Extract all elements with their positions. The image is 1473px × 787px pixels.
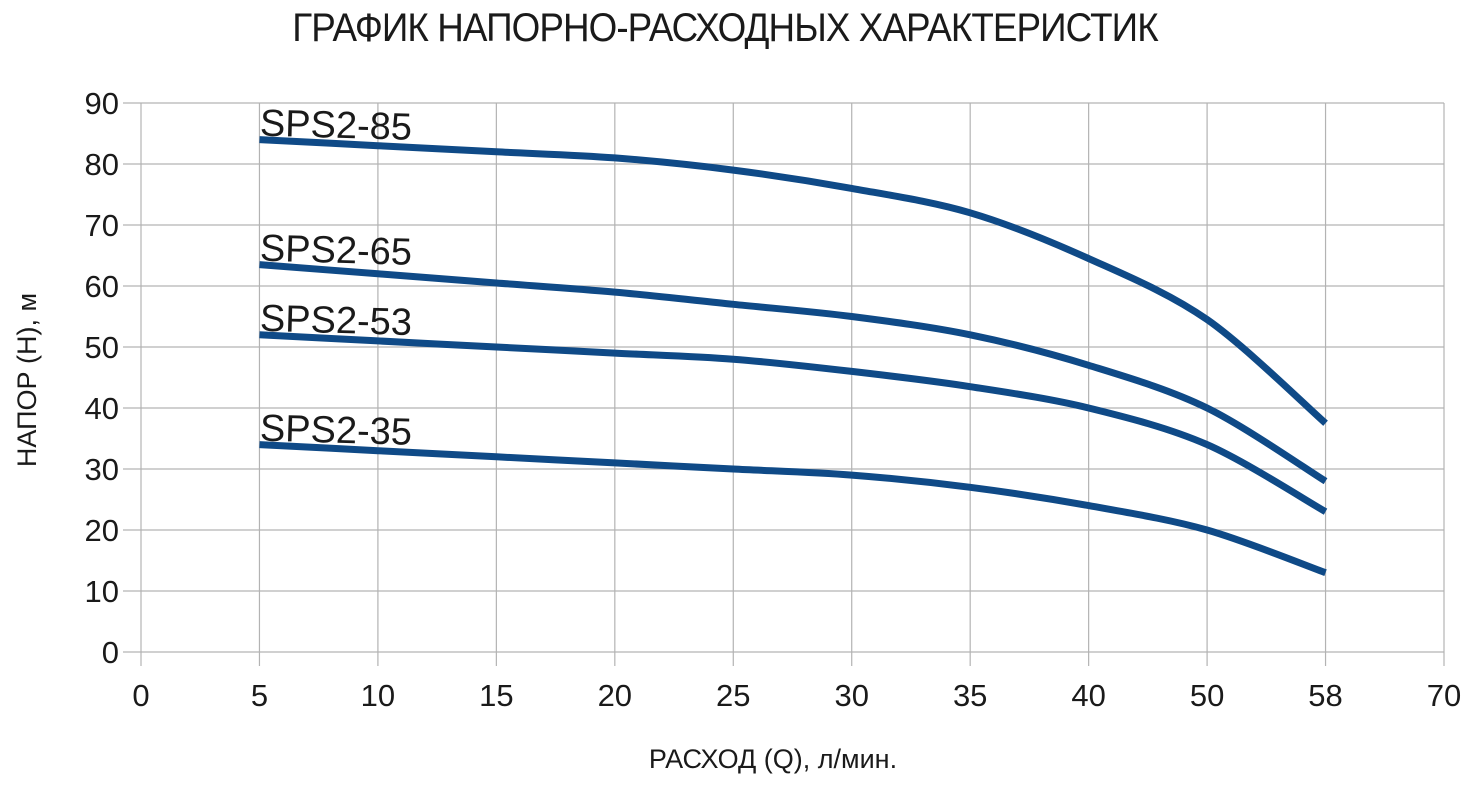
x-tick-label: 0 (132, 678, 149, 713)
y-tick-label: 90 (85, 86, 119, 121)
gridlines (123, 102, 1445, 666)
series-label-sps2-53: SPS2-53 (259, 298, 412, 344)
y-tick-label: 60 (85, 269, 119, 304)
series-line-sps2-65 (259, 261, 1328, 485)
x-tick-label: 58 (1308, 678, 1342, 713)
series-lines (259, 136, 1328, 576)
x-tick-label: 10 (361, 678, 395, 713)
x-tick-label: 25 (716, 678, 750, 713)
x-axis-title: РАСХОД (Q), л/мин. (649, 744, 897, 774)
x-tick-label: 20 (598, 678, 632, 713)
series-label-sps2-35: SPS2-35 (259, 408, 412, 454)
x-tick-label: 70 (1427, 678, 1461, 713)
series-line-sps2-35 (259, 441, 1327, 576)
y-tick-label: 70 (85, 208, 119, 243)
x-axis-ticks: 0 5 10 15 20 25 30 35 40 50 58 70 (132, 678, 1461, 713)
x-tick-label: 15 (479, 678, 513, 713)
series-line-sps2-85 (259, 136, 1328, 426)
x-tick-label: 40 (1071, 678, 1105, 713)
series-label-sps2-65: SPS2-65 (259, 228, 412, 274)
y-axis-title: НАПОР (H), м (12, 293, 42, 467)
x-tick-label: 50 (1190, 678, 1224, 713)
x-tick-label: 30 (834, 678, 868, 713)
y-tick-label: 0 (102, 635, 119, 670)
x-tick-label: 35 (953, 678, 987, 713)
y-tick-label: 30 (85, 452, 119, 487)
y-tick-label: 40 (85, 391, 119, 426)
series-label-sps2-85: SPS2-85 (259, 103, 412, 149)
y-axis-ticks: 0 10 20 30 40 50 60 70 80 90 (85, 86, 119, 670)
y-tick-label: 50 (85, 330, 119, 365)
y-tick-label: 10 (85, 574, 119, 609)
series-line-sps2-53 (259, 331, 1328, 515)
series-labels: SPS2-85 SPS2-65 SPS2-53 SPS2-35 (259, 103, 412, 454)
x-tick-label: 5 (251, 678, 268, 713)
chart-title: ГРАФИК НАПОРНО-РАСХОДНЫХ ХАРАКТЕРИСТИК (292, 6, 1158, 50)
y-tick-label: 20 (85, 513, 119, 548)
y-tick-label: 80 (85, 147, 119, 182)
